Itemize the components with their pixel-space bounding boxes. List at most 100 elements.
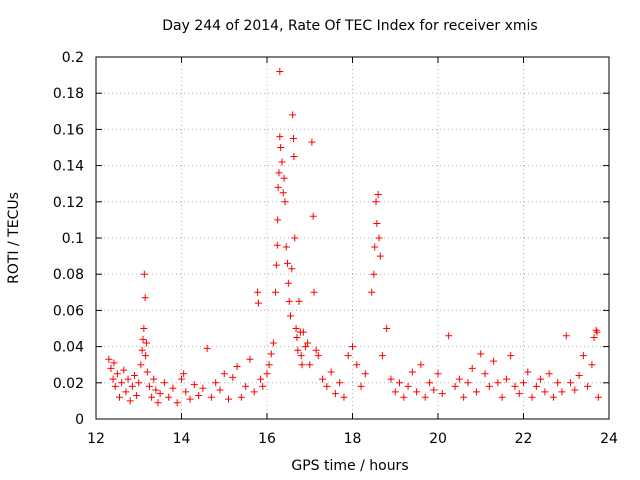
data-point: [290, 134, 298, 142]
data-point: [118, 379, 126, 387]
data-point: [319, 375, 327, 383]
data-point: [304, 339, 312, 347]
data-point: [152, 386, 160, 394]
data-point: [126, 397, 134, 405]
data-point: [344, 352, 352, 360]
data-point: [229, 373, 237, 381]
data-point: [567, 379, 575, 387]
data-point: [494, 379, 502, 387]
data-point: [387, 375, 395, 383]
data-point: [353, 361, 361, 369]
data-point: [275, 169, 283, 177]
y-tick-label: 0.04: [53, 340, 84, 356]
data-point: [368, 288, 376, 296]
data-point: [173, 399, 181, 407]
data-point: [421, 393, 429, 401]
data-point: [372, 198, 380, 206]
data-point: [254, 288, 262, 296]
x-tick-label: 24: [600, 431, 618, 447]
data-point: [156, 390, 164, 398]
data-point: [294, 346, 302, 354]
data-point: [528, 393, 536, 401]
data-point: [588, 361, 596, 369]
data-point: [180, 370, 188, 378]
data-point: [594, 393, 602, 401]
data-point: [122, 388, 130, 396]
y-tick-label: 0.18: [53, 86, 84, 102]
x-tick-label: 12: [87, 431, 105, 447]
data-point: [293, 334, 301, 342]
x-tick-label: 22: [515, 431, 533, 447]
data-point: [140, 325, 148, 332]
data-point: [524, 368, 532, 376]
data-point: [257, 375, 265, 383]
y-tick-label: 0.1: [62, 231, 84, 247]
data-point: [216, 386, 224, 394]
data-point: [297, 352, 305, 360]
y-tick-labels: 0 0.02 0.04 0.06 0.08 0.1 0.12 0.14 0.16 0.18 0.2: [53, 50, 84, 428]
data-point: [142, 339, 150, 347]
data-point: [272, 288, 280, 296]
data-point: [455, 375, 463, 383]
data-point: [336, 379, 344, 387]
data-point: [148, 393, 156, 401]
data-point: [299, 328, 307, 336]
data-point: [361, 370, 369, 378]
data-point: [430, 386, 438, 394]
data-point: [562, 332, 570, 340]
axis-ticks: [95, 56, 610, 420]
data-point: [233, 363, 241, 371]
data-point: [306, 361, 314, 369]
data-point: [110, 359, 118, 367]
data-point: [502, 375, 510, 383]
chart-title: Day 244 of 2014, Rate Of TEC Index for r…: [162, 18, 537, 34]
x-tick-label: 16: [258, 431, 276, 447]
y-tick-label: 0.14: [53, 159, 84, 175]
data-point: [279, 189, 287, 197]
data-point: [498, 393, 506, 401]
data-point: [309, 212, 317, 220]
data-point: [554, 379, 562, 387]
data-point: [438, 390, 446, 398]
data-point: [558, 388, 566, 396]
data-point: [549, 393, 557, 401]
data-point: [265, 361, 273, 369]
plot-frame: [95, 56, 610, 420]
y-tick-label: 0.2: [62, 50, 84, 66]
data-point: [267, 350, 275, 358]
data-point: [404, 382, 412, 390]
data-point: [145, 382, 153, 390]
y-tick-label: 0.02: [53, 376, 84, 392]
data-point: [277, 144, 285, 151]
data-point: [378, 352, 386, 360]
data-point: [278, 158, 286, 166]
data-point: [295, 297, 303, 305]
data-point: [584, 382, 592, 390]
data-point: [130, 372, 138, 380]
data-point: [545, 370, 553, 378]
data-point: [434, 370, 442, 378]
data-point: [537, 375, 545, 383]
data-point: [263, 370, 271, 378]
data-point: [111, 382, 119, 390]
data-point: [120, 366, 128, 374]
data-point: [207, 393, 215, 401]
data-point: [116, 393, 124, 401]
data-point: [289, 111, 297, 119]
x-tick-label: 18: [344, 431, 362, 447]
data-point: [490, 357, 498, 365]
data-point: [485, 382, 493, 390]
data-point: [310, 288, 318, 296]
data-point: [160, 379, 168, 387]
data-point: [468, 364, 476, 372]
data-point: [532, 382, 540, 390]
data-point: [383, 325, 391, 332]
data-point: [274, 183, 282, 191]
data-point: [186, 395, 194, 403]
data-point: [541, 388, 549, 396]
data-point: [169, 384, 177, 392]
data-point: [246, 355, 254, 363]
data-point: [375, 234, 383, 242]
data-point: [107, 364, 115, 372]
